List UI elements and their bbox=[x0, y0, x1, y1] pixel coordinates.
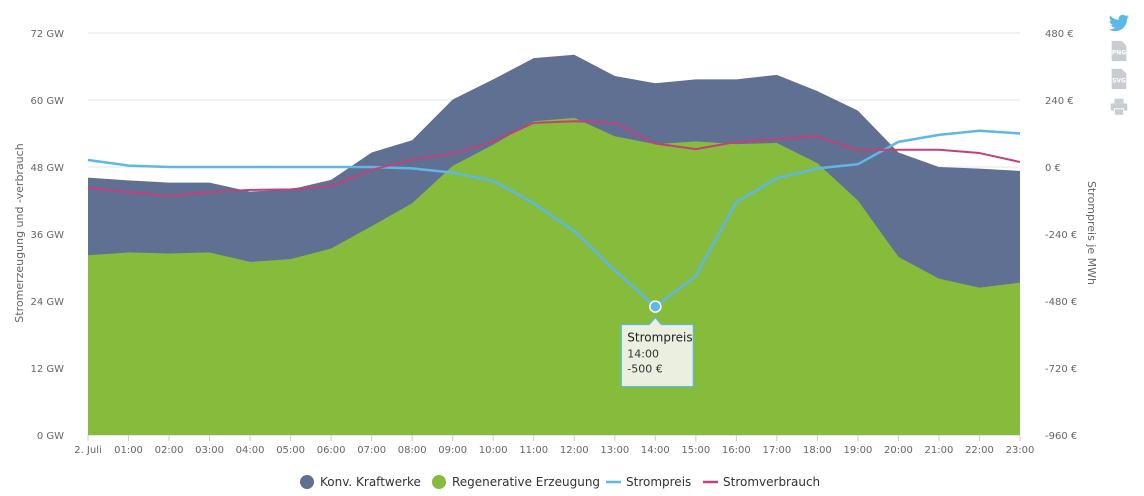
x-tick-label: 17:00 bbox=[762, 445, 791, 456]
tooltip-marker bbox=[649, 300, 662, 313]
area-regenerative-erzeugung bbox=[88, 117, 1020, 435]
line-series bbox=[87, 120, 1021, 308]
y-axis-left: 0 GW 12 GW 24 GW 36 GW 48 GW 60 GW 72 GW bbox=[30, 29, 64, 442]
legend-label: Konv. Kraftwerke bbox=[320, 475, 421, 489]
legend-label: Stromverbrauch bbox=[723, 475, 820, 489]
y-left-tick-label: 0 GW bbox=[37, 431, 64, 442]
y-left-tick-label: 48 GW bbox=[30, 163, 64, 174]
x-tick-label: 07:00 bbox=[357, 445, 386, 456]
legend: Konv. Kraftwerke Regenerative Erzeugung St… bbox=[300, 475, 820, 489]
x-tick-label: 13:00 bbox=[600, 445, 629, 456]
x-tick-label: 15:00 bbox=[681, 445, 710, 456]
y-right-tick-label: -240 € bbox=[1045, 230, 1077, 241]
x-tick-label: 01:00 bbox=[114, 445, 143, 456]
x-tick-label: 20:00 bbox=[884, 445, 913, 456]
x-tick-label: 05:00 bbox=[276, 445, 305, 456]
share-toolbar: PNG SVG bbox=[1108, 12, 1134, 124]
legend-item-stromverbrauch[interactable]: Stromverbrauch bbox=[703, 475, 820, 489]
x-tick-label: 09:00 bbox=[438, 445, 467, 456]
legend-item-konv-kraftwerke[interactable]: Konv. Kraftwerke bbox=[300, 475, 421, 489]
line-stromverbrauch bbox=[87, 120, 1021, 198]
twitter-icon[interactable] bbox=[1108, 12, 1130, 34]
y-left-tick-label: 12 GW bbox=[30, 364, 64, 375]
x-tick-label: 2. Juli bbox=[74, 445, 102, 456]
png-export-icon[interactable]: PNG bbox=[1108, 40, 1130, 62]
print-icon[interactable] bbox=[1108, 96, 1130, 118]
legend-item-regenerative-erzeugung[interactable]: Regenerative Erzeugung bbox=[432, 475, 600, 489]
y-axis-right: -960 € -720 € -480 € -240 € 0 € 240 € 480 € bbox=[1045, 29, 1077, 442]
y-right-tick-label: -480 € bbox=[1045, 297, 1077, 308]
legend-label: Strompreis bbox=[626, 475, 691, 489]
y-left-tick-label: 36 GW bbox=[30, 230, 64, 241]
tooltip-box bbox=[620, 316, 694, 388]
x-tick-label: 08:00 bbox=[398, 445, 427, 456]
svg-export-label: SVG bbox=[1112, 78, 1126, 85]
x-tick-label: 22:00 bbox=[965, 445, 994, 456]
y-right-tick-label: 240 € bbox=[1045, 96, 1074, 107]
x-tick-label: 02:00 bbox=[155, 445, 184, 456]
svg-export-icon[interactable]: SVG bbox=[1108, 68, 1130, 90]
x-tick-label: 12:00 bbox=[560, 445, 589, 456]
y-right-tick-label: 0 € bbox=[1045, 163, 1061, 174]
x-tick-label: 18:00 bbox=[803, 445, 832, 456]
tooltip-value: -500 € bbox=[627, 363, 662, 376]
line-strompreis bbox=[87, 129, 1021, 308]
x-tick-label: 10:00 bbox=[479, 445, 508, 456]
x-tick-label: 23:00 bbox=[1006, 445, 1035, 456]
legend-marker bbox=[300, 475, 314, 489]
y-left-tick-label: 72 GW bbox=[30, 29, 64, 40]
area-series bbox=[88, 54, 1020, 436]
y-left-tick-label: 24 GW bbox=[30, 297, 64, 308]
tooltip-title: Strompreis bbox=[627, 331, 692, 345]
x-tick-label: 19:00 bbox=[843, 445, 872, 456]
y-right-tick-label: -960 € bbox=[1045, 431, 1077, 442]
x-tick-label: 21:00 bbox=[925, 445, 954, 456]
y-right-tick-label: -720 € bbox=[1045, 364, 1077, 375]
legend-label: Regenerative Erzeugung bbox=[452, 475, 600, 489]
y-axis-right-title: Strompreis je MWh bbox=[1085, 181, 1098, 285]
x-tick-label: 14:00 bbox=[641, 445, 670, 456]
x-tick-label: 03:00 bbox=[195, 445, 224, 456]
x-axis: 2. Juli 01:00 02:00 03:00 04:00 05:00 06:00 07:… bbox=[74, 435, 1034, 456]
png-export-label: PNG bbox=[1112, 50, 1126, 57]
legend-item-strompreis[interactable]: Strompreis bbox=[606, 475, 691, 489]
x-tick-label: 04:00 bbox=[236, 445, 265, 456]
y-left-tick-label: 60 GW bbox=[30, 96, 64, 107]
y-right-tick-label: 480 € bbox=[1045, 29, 1074, 40]
y-axis-left-title: Stromerzeugung und -verbrauch bbox=[13, 143, 26, 322]
x-tick-label: 06:00 bbox=[317, 445, 346, 456]
tooltip: Strompreis 14:00 -500 € bbox=[620, 300, 694, 388]
x-tick-label: 11:00 bbox=[519, 445, 548, 456]
tooltip-time: 14:00 bbox=[627, 348, 659, 361]
x-tick-label: 16:00 bbox=[722, 445, 751, 456]
legend-marker bbox=[432, 475, 446, 489]
